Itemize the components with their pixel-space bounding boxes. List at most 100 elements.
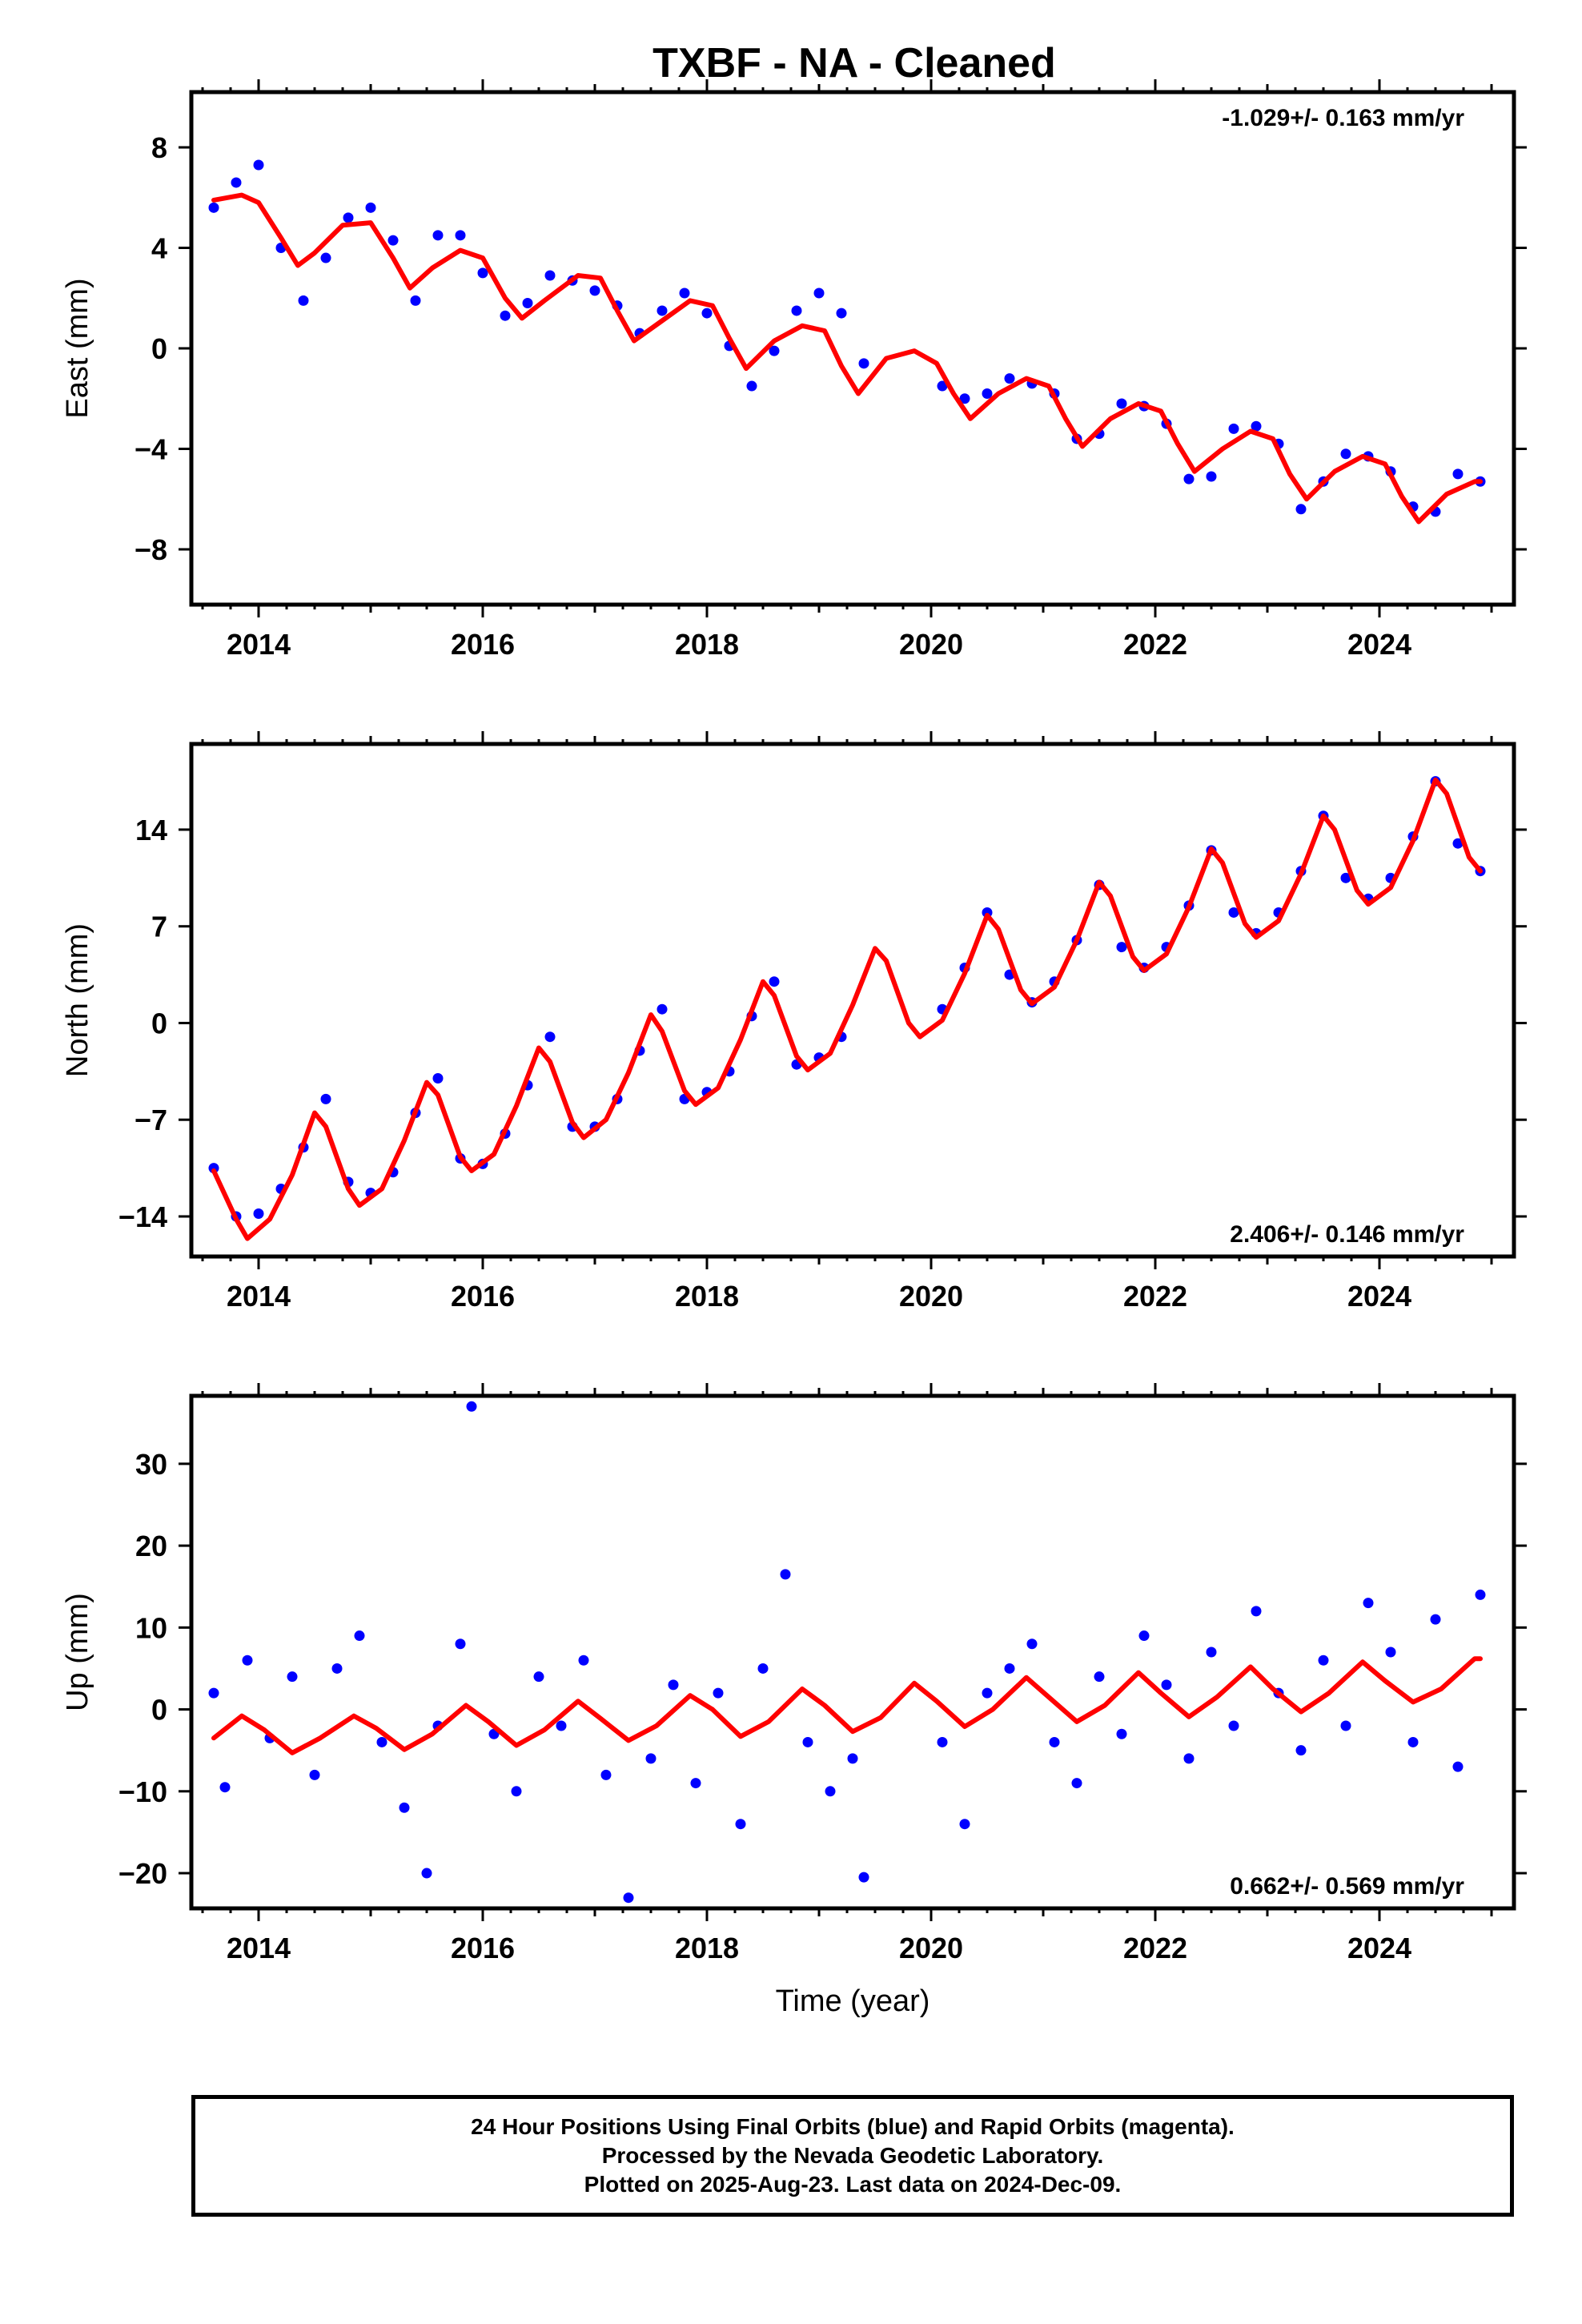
east-data-point — [959, 393, 970, 404]
up-data-point — [713, 1687, 724, 1699]
east-xtick-label: 2016 — [451, 628, 515, 661]
east-data-point — [937, 380, 948, 392]
north-ytick-label: 7 — [151, 911, 167, 943]
up-data-point — [802, 1736, 813, 1747]
east-data-point — [1228, 423, 1239, 434]
up-data-point — [600, 1769, 612, 1780]
north-data-point — [544, 1031, 556, 1043]
east-data-point — [1340, 448, 1351, 460]
up-ytick-label: −20 — [118, 1857, 167, 1890]
x-axis-label: Time (year) — [776, 1984, 930, 2018]
east-model-curve — [211, 192, 1483, 525]
north-ytick-label: −14 — [118, 1200, 167, 1233]
up-data-point — [1407, 1736, 1419, 1747]
up-data-point — [533, 1671, 544, 1683]
footer-line-plotted: Plotted on 2025-Aug-23. Last data on 202… — [584, 2172, 1122, 2197]
east-data-point — [1004, 373, 1015, 384]
up-xtick-label: 2018 — [675, 1932, 739, 1964]
up-data-point — [825, 1786, 836, 1797]
up-xtick-label: 2014 — [227, 1932, 291, 1964]
east-data-point — [231, 177, 242, 188]
east-rate-annotation: -1.029+/- 0.163 mm/yr — [1222, 105, 1464, 131]
north-data-point — [656, 1003, 668, 1015]
east-ytick-label: 4 — [151, 232, 167, 265]
up-data-point — [1363, 1598, 1374, 1609]
east-ytick-label: 8 — [151, 131, 167, 164]
up-data-point — [421, 1868, 432, 1879]
east-data-point — [477, 267, 488, 279]
east-xtick-label: 2022 — [1123, 628, 1187, 661]
up-data-point — [1318, 1655, 1329, 1666]
up-data-point — [331, 1663, 343, 1674]
east-data-point — [746, 380, 757, 392]
north-data-point — [769, 976, 780, 987]
up-ytick-label: 10 — [135, 1611, 167, 1644]
east-data-point — [982, 388, 993, 399]
east-data-point — [1183, 473, 1195, 485]
east-data-point — [320, 252, 331, 263]
up-data-point — [1183, 1753, 1195, 1764]
up-data-point — [645, 1753, 656, 1764]
east-data-point — [1116, 398, 1127, 409]
north-ytick-label: −7 — [135, 1104, 167, 1136]
north-xtick-label: 2024 — [1347, 1280, 1411, 1313]
east-data-point — [679, 287, 690, 299]
north-ytick-label: 0 — [151, 1007, 167, 1039]
footer-caption-box: 24 Hour Positions Using Final Orbits (bl… — [191, 2095, 1514, 2217]
up-data-point — [1228, 1720, 1239, 1731]
up-data-point — [959, 1819, 970, 1830]
up-xtick-label: 2016 — [451, 1932, 515, 1964]
east-data-point — [432, 230, 444, 241]
east-xtick-label: 2020 — [899, 628, 963, 661]
east-data-point — [522, 298, 533, 309]
east-data-point — [1295, 504, 1307, 515]
up-data-point — [1385, 1647, 1396, 1658]
up-xtick-label: 2024 — [1347, 1932, 1411, 1964]
up-data-point — [1049, 1736, 1060, 1747]
up-data-point — [1340, 1720, 1351, 1731]
up-data-point — [757, 1663, 769, 1674]
up-data-point — [309, 1769, 320, 1780]
up-data-point — [1295, 1745, 1307, 1756]
up-plot-frame — [189, 1393, 1516, 1911]
up-data-point — [1475, 1589, 1486, 1600]
north-xtick-label: 2022 — [1123, 1280, 1187, 1313]
east-data-point — [387, 235, 399, 246]
east-data-point — [1206, 471, 1217, 482]
up-data-point — [1094, 1671, 1105, 1683]
east-axis-label: East (mm) — [61, 278, 94, 418]
east-data-point — [791, 305, 802, 316]
east-data-point — [455, 230, 466, 241]
east-xtick-label: 2024 — [1347, 628, 1411, 661]
east-data-point — [813, 287, 825, 299]
east-ytick-label: −8 — [135, 533, 167, 566]
north-xtick-label: 2020 — [899, 1280, 963, 1313]
up-data-point — [858, 1872, 869, 1883]
east-data-point — [343, 212, 354, 223]
east-xtick-label: 2014 — [227, 628, 291, 661]
east-data-point — [500, 310, 511, 321]
up-ytick-label: 0 — [151, 1694, 167, 1727]
up-xtick-label: 2020 — [899, 1932, 963, 1964]
east-data-point — [253, 159, 264, 171]
east-ytick-label: 0 — [151, 332, 167, 365]
up-data-point — [556, 1720, 567, 1731]
up-data-point — [208, 1687, 219, 1699]
east-data-point — [298, 295, 309, 306]
north-xtick-label: 2016 — [451, 1280, 515, 1313]
up-data-point — [982, 1687, 993, 1699]
up-data-point — [1138, 1630, 1150, 1642]
east-data-point — [858, 358, 869, 369]
north-data-point — [320, 1093, 331, 1104]
east-ytick-label: −4 — [135, 432, 167, 465]
east-plot-frame — [189, 90, 1516, 607]
up-xtick-label: 2022 — [1123, 1932, 1187, 1964]
up-data-point — [578, 1655, 589, 1666]
up-data-point — [1116, 1728, 1127, 1739]
up-data-point — [511, 1786, 522, 1797]
east-data-point — [656, 305, 668, 316]
up-data-point — [735, 1819, 746, 1830]
up-data-point — [1161, 1679, 1172, 1691]
east-data-point — [544, 270, 556, 281]
